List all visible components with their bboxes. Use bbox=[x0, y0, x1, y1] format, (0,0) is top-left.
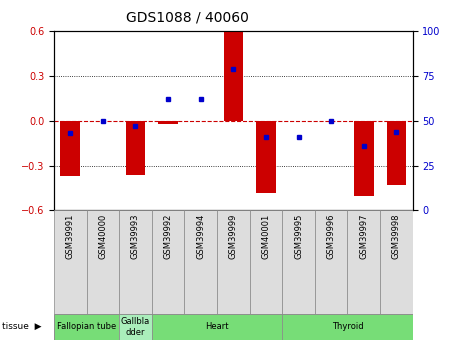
Text: Gallbla
dder: Gallbla dder bbox=[121, 317, 150, 337]
Bar bbox=[282, 314, 413, 340]
Bar bbox=[119, 314, 152, 340]
Text: GSM39995: GSM39995 bbox=[294, 214, 303, 259]
Bar bbox=[282, 210, 315, 314]
Bar bbox=[152, 314, 282, 340]
Bar bbox=[126, 121, 145, 175]
Bar bbox=[250, 210, 282, 314]
Text: GDS1088 / 40060: GDS1088 / 40060 bbox=[126, 10, 249, 24]
Bar bbox=[54, 210, 87, 314]
Bar bbox=[380, 210, 413, 314]
Text: GSM40000: GSM40000 bbox=[98, 214, 107, 259]
Bar bbox=[386, 121, 406, 185]
Text: Thyroid: Thyroid bbox=[332, 322, 363, 332]
Text: GSM39993: GSM39993 bbox=[131, 214, 140, 259]
Text: GSM39996: GSM39996 bbox=[327, 214, 336, 259]
Bar bbox=[184, 210, 217, 314]
Text: Fallopian tube: Fallopian tube bbox=[57, 322, 116, 332]
Bar bbox=[315, 210, 348, 314]
Bar bbox=[152, 210, 184, 314]
Text: GSM39991: GSM39991 bbox=[66, 214, 75, 259]
Bar bbox=[348, 210, 380, 314]
Text: GSM39997: GSM39997 bbox=[359, 214, 368, 259]
Text: Heart: Heart bbox=[205, 322, 229, 332]
Bar bbox=[54, 314, 119, 340]
Bar bbox=[61, 121, 80, 176]
Bar bbox=[217, 210, 250, 314]
Bar bbox=[159, 121, 178, 124]
Text: GSM39998: GSM39998 bbox=[392, 214, 401, 259]
Text: GSM39999: GSM39999 bbox=[229, 214, 238, 259]
Bar bbox=[256, 121, 276, 193]
Bar bbox=[224, 31, 243, 121]
Text: GSM40001: GSM40001 bbox=[261, 214, 271, 259]
Bar bbox=[354, 121, 374, 196]
Bar bbox=[119, 210, 152, 314]
Text: GSM39994: GSM39994 bbox=[196, 214, 205, 259]
Text: GSM39992: GSM39992 bbox=[164, 214, 173, 259]
Text: tissue  ▶: tissue ▶ bbox=[2, 322, 42, 332]
Bar bbox=[87, 210, 119, 314]
